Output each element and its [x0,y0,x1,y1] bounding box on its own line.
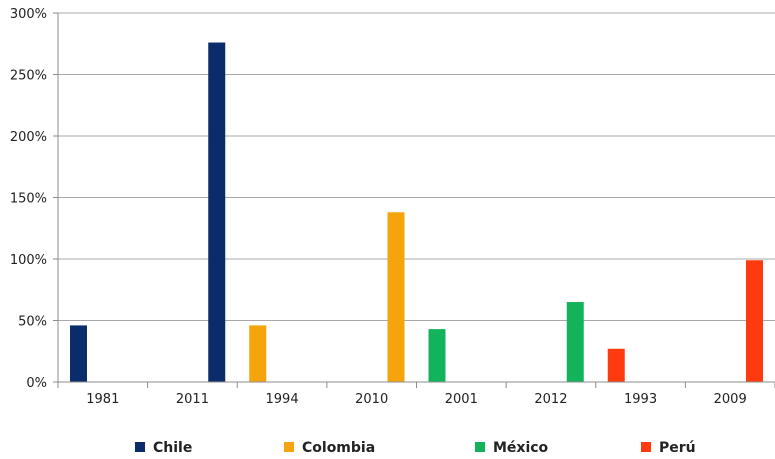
legend-item: Chile [135,440,192,456]
y-tick-label: 300% [10,7,47,22]
y-tick-label: 250% [10,69,47,84]
legend: Chile Colombia México Perú [135,440,696,456]
x-tick-label: 1981 [86,392,119,407]
legend-item: Colombia [284,440,375,456]
bars [70,42,763,383]
legend-swatch [641,442,651,452]
legend-label: Perú [659,440,696,456]
legend-swatch [475,442,485,452]
x-tick-label: 2011 [176,392,209,407]
y-tick-labels: 0% 50% 100% 150% 200% 250% 300% [10,7,47,391]
bar-chile-1981 [70,325,87,382]
x-tick-label: 1993 [624,392,657,407]
legend-label: México [493,440,549,456]
y-tick-label: 100% [10,253,47,268]
bar-perú-2009 [746,260,763,382]
legend-swatch [135,442,145,452]
bar-méxico-2001 [428,329,446,382]
legend-label: Colombia [302,440,375,456]
legend-swatch [284,442,294,452]
x-tick-label: 2009 [714,392,747,407]
legend-item: México [475,440,549,456]
x-tick-label: 2012 [534,392,567,407]
bar-colombia-2010 [387,212,405,382]
bar-colombia-1994 [249,325,267,382]
bar-perú-1993 [607,348,625,382]
x-tick-label: 2010 [355,392,388,407]
bar-chile-2011 [208,42,226,383]
legend-label: Chile [153,440,192,456]
x-tick-label: 2001 [445,392,478,407]
x-tick-labels: 1981 2011 1994 2010 2001 2012 1993 2009 [86,392,746,407]
legend-item: Perú [641,440,696,456]
axes [53,12,775,388]
x-tick-label: 1994 [266,392,299,407]
y-tick-label: 50% [18,315,47,330]
gridlines [58,12,775,321]
y-tick-label: 150% [10,192,47,207]
y-tick-label: 0% [26,376,47,391]
bar-méxico-2012 [566,302,584,382]
y-tick-label: 200% [10,130,47,145]
